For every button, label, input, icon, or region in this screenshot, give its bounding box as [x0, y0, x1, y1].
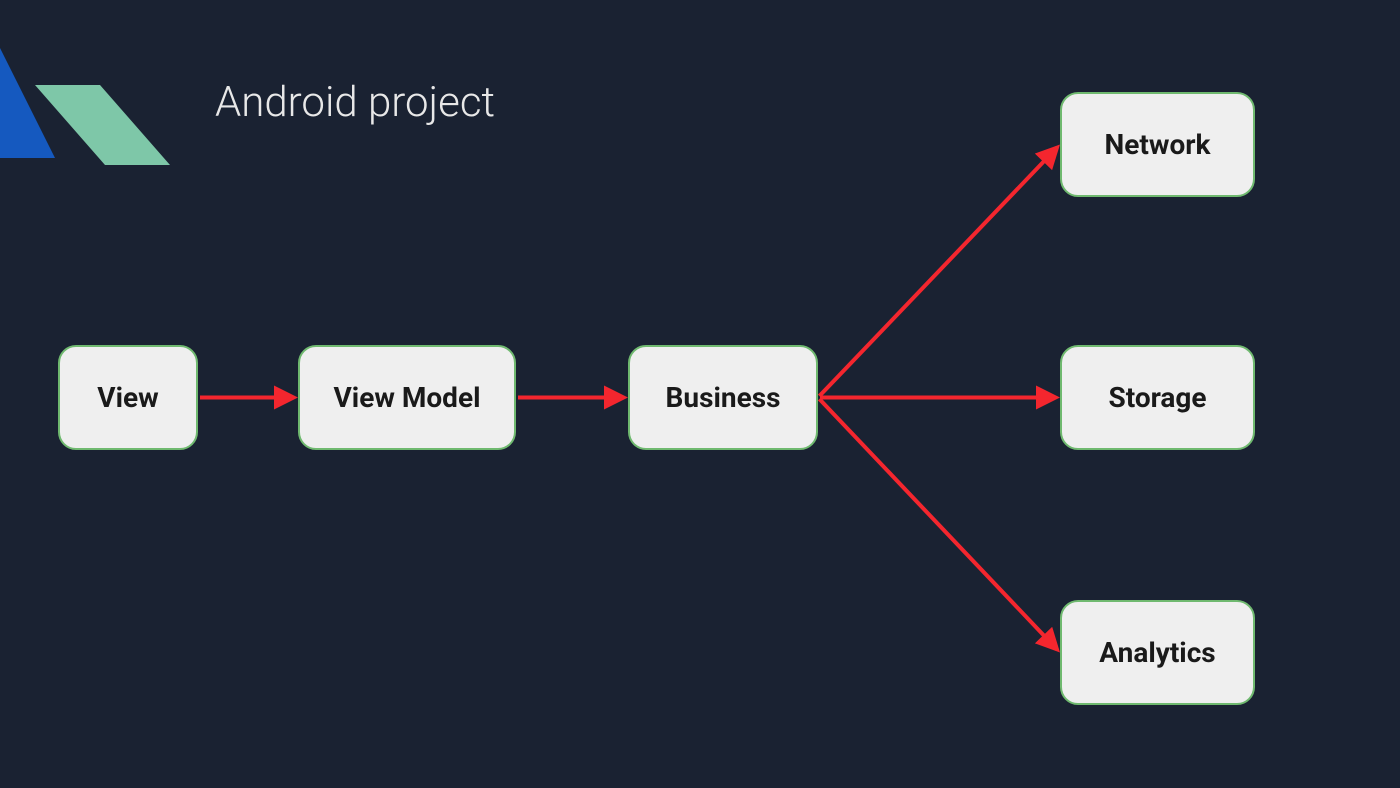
- edge-business-to-analytics: [819, 399, 1057, 650]
- node-label-view: View: [97, 381, 158, 415]
- edge-business-to-network: [819, 147, 1057, 396]
- deco-chevron: [35, 85, 170, 165]
- deco-triangle: [0, 48, 55, 158]
- node-viewmodel: View Model: [298, 345, 516, 450]
- corner-decoration: [0, 0, 220, 220]
- node-label-analytics: Analytics: [1099, 636, 1215, 670]
- node-label-viewmodel: View Model: [334, 381, 481, 415]
- diagram-canvas: Android project View View Model Business Ne…: [0, 0, 1400, 788]
- node-view: View: [58, 345, 198, 450]
- node-label-business: Business: [666, 381, 781, 415]
- diagram-title: Android project: [215, 78, 495, 127]
- node-label-network: Network: [1105, 128, 1211, 162]
- node-storage: Storage: [1060, 345, 1255, 450]
- node-business: Business: [628, 345, 818, 450]
- node-label-storage: Storage: [1108, 381, 1206, 415]
- node-network: Network: [1060, 92, 1255, 197]
- node-analytics: Analytics: [1060, 600, 1255, 705]
